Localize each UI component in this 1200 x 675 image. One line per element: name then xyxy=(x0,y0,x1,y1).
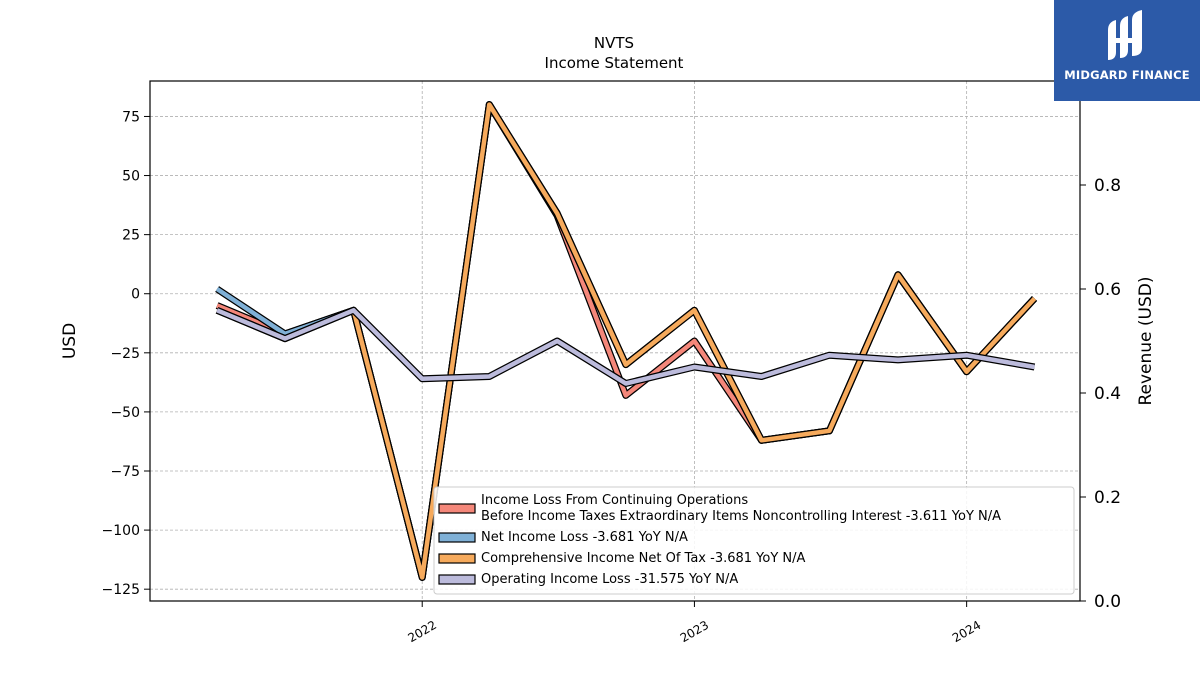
legend-swatch-2 xyxy=(438,532,476,543)
x-tick-label: 2022 xyxy=(405,618,438,645)
y-axis-right: 0.0 0.2 0.4 0.6 0.8 xyxy=(1080,176,1121,612)
y-axis-left: 75 50 25 0 −25 −50 −75 −100 −125 xyxy=(102,109,150,598)
y2-axis-label: Revenue (USD) xyxy=(1136,276,1156,405)
y-axis-label: USD xyxy=(60,323,80,359)
logo-text: MIDGARD FINANCE xyxy=(1064,68,1190,82)
y2-tick-label: 0.4 xyxy=(1094,384,1121,404)
legend-swatch-1 xyxy=(438,503,476,514)
series-line xyxy=(216,308,1035,386)
y2-tick-label: 0.2 xyxy=(1094,488,1121,508)
legend: Income Loss From Continuing OperationsBe… xyxy=(433,486,1075,595)
y2-tick-label: 0.8 xyxy=(1094,176,1121,196)
x-axis: 2022 2023 2024 xyxy=(405,601,983,645)
series-lines xyxy=(215,101,1038,581)
y-tick-label: −100 xyxy=(102,523,140,539)
legend-swatch-4 xyxy=(438,574,476,585)
y-tick-label: −125 xyxy=(102,582,140,598)
legend-label-3: Comprehensive Income Net Of Tax -3.681 Y… xyxy=(481,551,806,566)
chart-subtitle: Income Statement xyxy=(545,54,684,72)
y2-tick-label: 0.0 xyxy=(1094,592,1121,612)
y-tick-label: 0 xyxy=(131,287,140,303)
series-4 xyxy=(215,306,1036,387)
x-tick-label: 2023 xyxy=(678,618,711,645)
y-tick-label: 75 xyxy=(122,109,140,125)
y-tick-label: −25 xyxy=(110,346,140,362)
legend-label-1: Before Income Taxes Extraordinary Items … xyxy=(481,509,1001,524)
legend-box xyxy=(433,486,1075,595)
legend-swatch-3 xyxy=(438,553,476,564)
chart-title: NVTS xyxy=(594,34,634,52)
plot-frame xyxy=(149,80,1081,602)
y2-tick-label: 0.6 xyxy=(1094,280,1121,300)
y-tick-label: −75 xyxy=(110,464,140,480)
legend-label-2: Net Income Loss -3.681 YoY N/A xyxy=(481,530,688,545)
y-tick-label: −50 xyxy=(110,405,140,421)
logo-mark-icon xyxy=(1108,10,1142,60)
y-tick-label: 50 xyxy=(122,169,140,185)
series-line-outline xyxy=(215,306,1036,387)
legend-label-4: Operating Income Loss -31.575 YoY N/A xyxy=(481,572,738,587)
midgard-finance-logo: MIDGARD FINANCE xyxy=(1054,0,1200,101)
y-tick-label: 25 xyxy=(122,228,140,244)
legend-label-1: Income Loss From Continuing Operations xyxy=(481,493,748,508)
x-tick-label: 2024 xyxy=(950,618,983,645)
